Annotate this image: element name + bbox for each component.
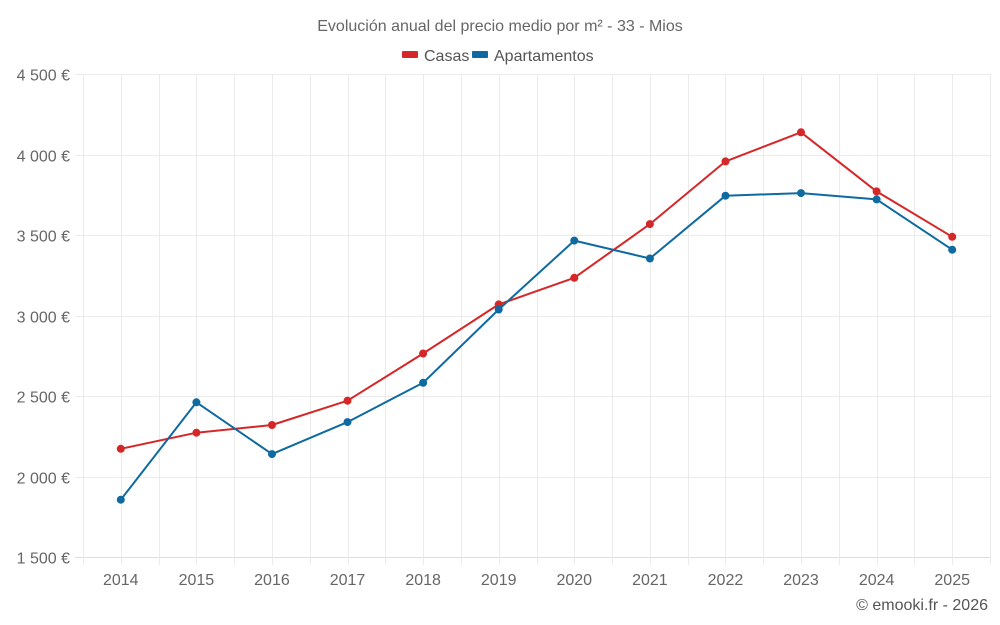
data-point <box>343 396 352 405</box>
y-axis: 1 500 € 2 000 € 2 500 € 3 000 € 3 500 € 4 000… <box>17 68 70 568</box>
x-tick-label: 2020 <box>556 572 592 589</box>
data-point <box>494 305 503 314</box>
y-tick-label: 2 500 € <box>17 390 70 407</box>
y-tick-label: 4 000 € <box>17 149 70 166</box>
y-tick-label: 3 000 € <box>17 310 70 327</box>
legend: Casas Apartamentos <box>402 48 594 65</box>
data-point <box>721 191 730 200</box>
series-group <box>116 128 957 504</box>
x-tick-label: 2016 <box>254 572 290 589</box>
data-point <box>797 128 805 137</box>
data-point <box>570 273 579 282</box>
legend-label: Casas <box>424 48 469 65</box>
x-tick-label: 2022 <box>708 572 744 589</box>
data-point <box>419 349 428 358</box>
data-point <box>797 189 805 198</box>
data-point <box>116 495 125 504</box>
data-point <box>116 444 125 453</box>
data-point <box>721 157 730 166</box>
data-point <box>645 220 654 229</box>
y-tick-label: 1 500 € <box>17 551 70 568</box>
data-point <box>419 378 428 387</box>
x-axis: 2014 2015 2016 2017 2018 2019 2020 2021 2022 2023… <box>103 572 970 589</box>
chart-title: Evolución anual del precio medio por m² … <box>317 18 683 35</box>
y-tick-label: 3 500 € <box>17 229 70 246</box>
x-tick-label: 2018 <box>405 572 441 589</box>
grid <box>75 74 991 565</box>
credit-text: © emooki.fr - 2026 <box>856 597 988 614</box>
data-point <box>192 398 201 407</box>
x-tick-label: 2023 <box>783 572 819 589</box>
legend-item-apartamentos: Apartamentos <box>472 48 594 65</box>
x-tick-label: 2015 <box>179 572 215 589</box>
x-tick-label: 2014 <box>103 572 139 589</box>
x-tick-label: 2021 <box>632 572 668 589</box>
data-point <box>343 418 352 427</box>
y-tick-label: 4 500 € <box>17 68 70 85</box>
x-tick-label: 2017 <box>330 572 366 589</box>
data-point <box>645 254 654 263</box>
data-point <box>948 245 957 254</box>
data-point <box>192 428 201 437</box>
data-point <box>948 232 957 241</box>
x-tick-label: 2025 <box>934 572 970 589</box>
data-point <box>872 195 881 204</box>
data-point <box>268 421 276 429</box>
series-casas <box>116 128 957 453</box>
data-point <box>872 187 881 196</box>
x-tick-label: 2024 <box>859 572 895 589</box>
data-point <box>268 450 276 459</box>
legend-label: Apartamentos <box>494 48 594 65</box>
series-apartamentos <box>116 189 957 504</box>
legend-swatch <box>402 51 418 58</box>
y-tick-label: 2 000 € <box>17 471 70 488</box>
legend-swatch <box>472 51 488 58</box>
series-line-apartamentos <box>120 192 953 501</box>
x-tick-label: 2019 <box>481 572 517 589</box>
legend-item-casas: Casas <box>402 48 469 65</box>
data-point <box>570 236 579 245</box>
series-line-casas <box>120 131 953 450</box>
